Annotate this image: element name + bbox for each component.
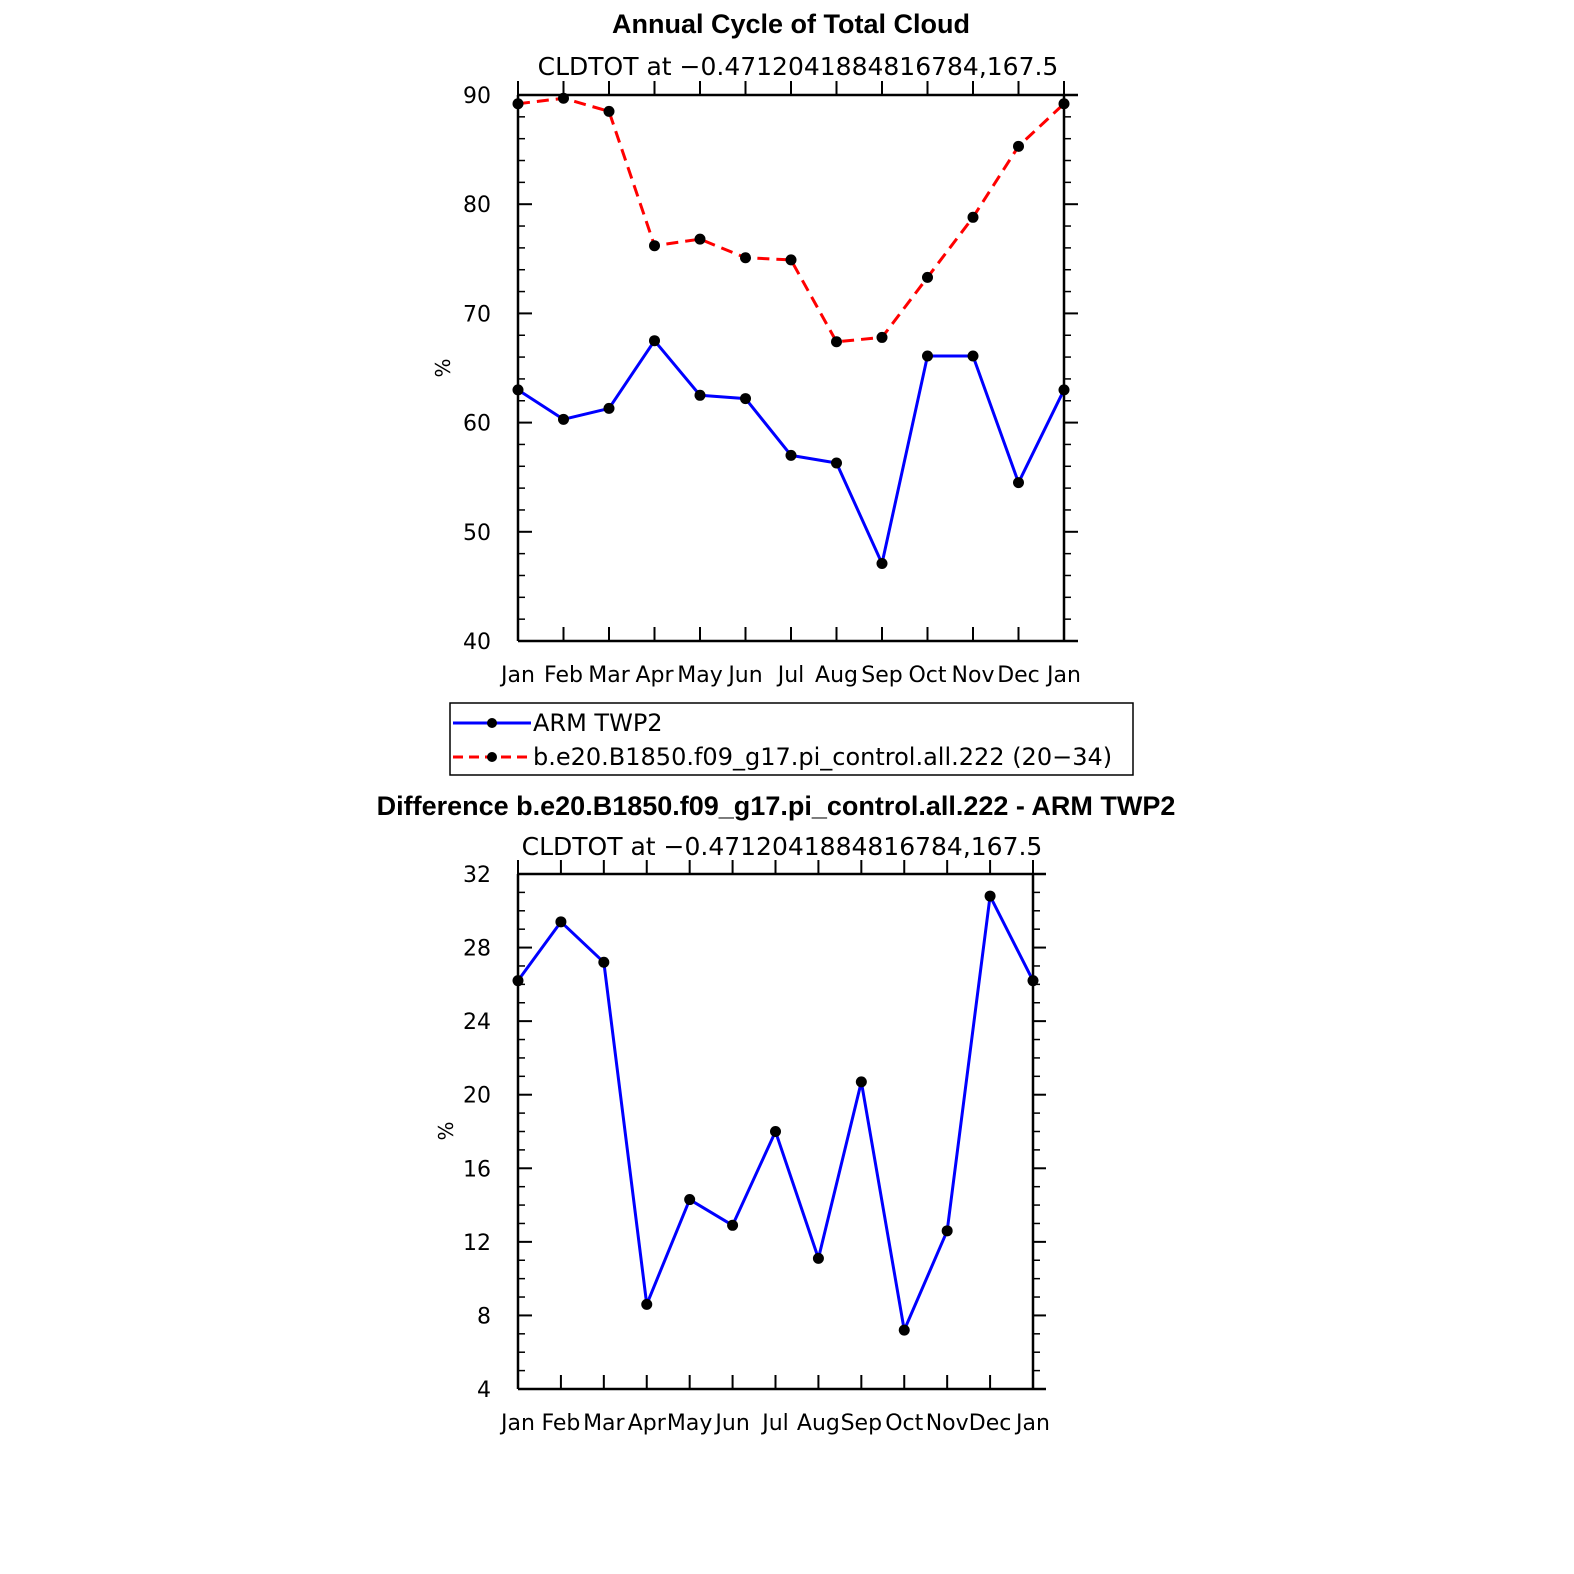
y-tick-label: 40 bbox=[463, 630, 491, 655]
data-point bbox=[558, 92, 569, 104]
x-tick-label: Aug bbox=[797, 1411, 840, 1436]
data-point bbox=[876, 331, 888, 343]
y-tick-label: 20 bbox=[463, 1084, 491, 1109]
data-point bbox=[684, 1194, 696, 1206]
data-point bbox=[512, 98, 524, 110]
chart-subtitle: CLDTOT at −0.4712041884816784,167.5 bbox=[522, 832, 1043, 861]
x-tick-label: Jan bbox=[1014, 1411, 1050, 1436]
data-point bbox=[740, 393, 751, 405]
y-tick-label: 32 bbox=[463, 863, 491, 888]
data-point bbox=[876, 557, 888, 569]
x-tick-label: Apr bbox=[628, 1411, 667, 1436]
data-point bbox=[649, 335, 660, 347]
y-tick-label: 8 bbox=[477, 1304, 491, 1329]
series-line-1 bbox=[517, 96, 1066, 344]
y-tick-label: 4 bbox=[477, 1378, 491, 1403]
y-tick-label: 80 bbox=[463, 193, 491, 218]
data-point bbox=[641, 1298, 653, 1310]
x-tick-label: Aug bbox=[815, 663, 858, 688]
x-tick-label: Dec bbox=[997, 663, 1040, 688]
x-tick-label: Oct bbox=[908, 663, 946, 688]
legend-box bbox=[449, 702, 1134, 776]
data-point bbox=[1058, 98, 1070, 110]
data-point bbox=[984, 890, 996, 902]
data-point bbox=[967, 211, 979, 223]
y-axis-label: % bbox=[431, 358, 455, 377]
y-tick-label: 90 bbox=[463, 84, 491, 109]
x-tick-label: Dec bbox=[969, 1411, 1012, 1436]
x-tick-label: Sep bbox=[861, 663, 902, 688]
x-tick-label: Jan bbox=[499, 1411, 535, 1436]
x-tick-label: Jan bbox=[499, 663, 535, 688]
data-point bbox=[812, 1252, 824, 1264]
y-tick-label: 60 bbox=[463, 412, 491, 437]
data-point bbox=[785, 449, 797, 461]
data-point bbox=[512, 975, 524, 987]
data-point bbox=[1013, 477, 1024, 489]
x-tick-label: Sep bbox=[841, 1411, 882, 1436]
data-point bbox=[598, 956, 610, 968]
x-tick-label: Mar bbox=[588, 663, 630, 688]
data-point bbox=[770, 1126, 781, 1137]
data-point bbox=[555, 916, 567, 928]
data-point bbox=[831, 457, 842, 469]
x-tick-label: Apr bbox=[635, 663, 674, 688]
data-point bbox=[1027, 975, 1039, 987]
data-point bbox=[941, 1225, 953, 1237]
y-tick-label: 24 bbox=[463, 1010, 491, 1035]
series-line-0 bbox=[516, 894, 1035, 1332]
x-tick-label: Jun bbox=[726, 663, 762, 688]
data-point bbox=[1013, 140, 1024, 152]
x-tick-label: Feb bbox=[541, 1411, 580, 1436]
difference-chart: Difference b.e20.B1850.f09_g17.pi_contro… bbox=[377, 791, 1176, 1436]
x-tick-label: Jan bbox=[1045, 663, 1081, 688]
x-tick-label: Feb bbox=[544, 663, 583, 688]
data-point bbox=[855, 1076, 867, 1088]
y-tick-label: 28 bbox=[463, 937, 491, 962]
x-tick-label: Mar bbox=[583, 1411, 625, 1436]
x-tick-label: Jun bbox=[713, 1411, 749, 1436]
data-point bbox=[603, 105, 615, 117]
x-tick-label: Oct bbox=[885, 1411, 923, 1436]
legend-label-arm-twp2: ARM TWP2 bbox=[533, 709, 663, 737]
chart-subtitle: CLDTOT at −0.4712041884816784,167.5 bbox=[538, 52, 1059, 81]
y-tick-label: 70 bbox=[463, 302, 491, 327]
y-axis-label: % bbox=[434, 1121, 458, 1140]
x-tick-label: Nov bbox=[952, 663, 995, 688]
data-point bbox=[603, 402, 615, 414]
data-point bbox=[922, 350, 933, 362]
data-point bbox=[727, 1219, 739, 1231]
legend-label-model: b.e20.B1850.f09_g17.pi_control.all.222 (… bbox=[533, 743, 1112, 771]
data-point bbox=[694, 233, 706, 245]
data-point bbox=[512, 384, 524, 396]
chart-title: Difference b.e20.B1850.f09_g17.pi_contro… bbox=[377, 791, 1176, 821]
data-point bbox=[922, 271, 933, 283]
data-point bbox=[967, 350, 979, 362]
legend-marker-arm-twp2 bbox=[487, 718, 497, 728]
data-point bbox=[694, 389, 706, 401]
y-tick-label: 16 bbox=[463, 1157, 491, 1182]
data-point bbox=[898, 1324, 910, 1336]
legend: ARM TWP2 b.e20.B1850.f09_g17.pi_control.… bbox=[449, 702, 1134, 776]
x-tick-label: May bbox=[667, 1411, 712, 1436]
data-point bbox=[785, 254, 797, 266]
y-tick-label: 50 bbox=[463, 521, 491, 546]
data-point bbox=[649, 240, 660, 252]
x-tick-label: Nov bbox=[926, 1411, 969, 1436]
y-tick-label: 12 bbox=[463, 1231, 491, 1256]
data-point bbox=[740, 252, 751, 264]
chart-title: Annual Cycle of Total Cloud bbox=[612, 9, 970, 39]
annual-cycle-chart: Annual Cycle of Total Cloud CLDTOT at −0… bbox=[431, 9, 1081, 688]
x-tick-label: May bbox=[677, 663, 722, 688]
legend-marker-model bbox=[487, 752, 497, 762]
data-point bbox=[1058, 384, 1070, 396]
x-tick-label: Jul bbox=[776, 663, 805, 688]
data-point bbox=[831, 336, 842, 348]
x-tick-label: Jul bbox=[760, 1411, 789, 1436]
data-point bbox=[558, 413, 569, 425]
